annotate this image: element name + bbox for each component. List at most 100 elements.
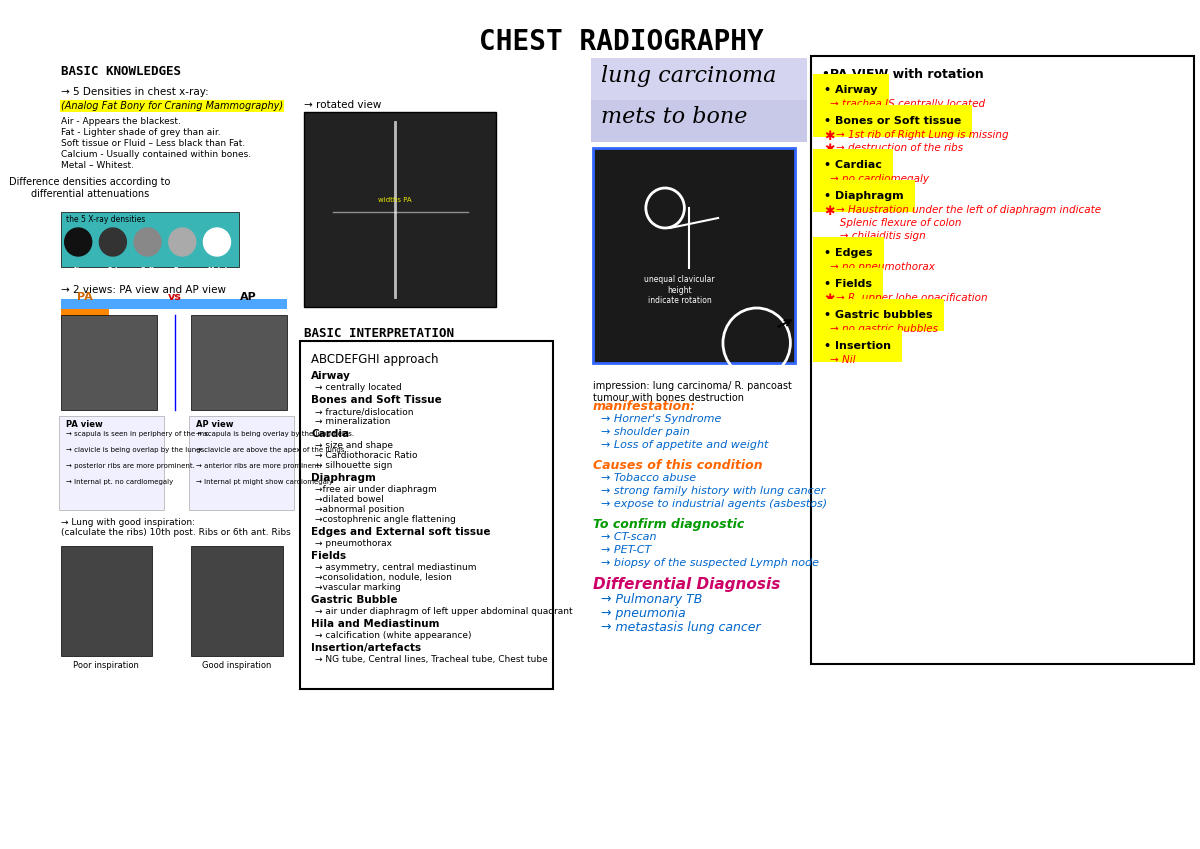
Text: → Horner's Syndrome: → Horner's Syndrome: [600, 414, 721, 424]
Text: → Loss of appetite and weight: → Loss of appetite and weight: [600, 440, 768, 450]
Text: → no gastric bubbles: → no gastric bubbles: [830, 324, 938, 334]
Text: mets to bone: mets to bone: [600, 106, 746, 128]
FancyBboxPatch shape: [191, 546, 282, 656]
Text: To confirm diagnostic: To confirm diagnostic: [593, 518, 744, 531]
Text: →dilated bowel: →dilated bowel: [316, 495, 384, 504]
Text: the 5 X-ray densities: the 5 X-ray densities: [66, 215, 145, 224]
Text: • Bones or Soft tissue: • Bones or Soft tissue: [824, 116, 961, 126]
Text: → asymmetry, central mediastinum: → asymmetry, central mediastinum: [316, 563, 476, 572]
Text: • Insertion: • Insertion: [824, 341, 892, 351]
Text: → Internal pt might show cardiomegaly: → Internal pt might show cardiomegaly: [196, 479, 332, 485]
Text: Gastric Bubble: Gastric Bubble: [312, 595, 398, 605]
Text: ABCDEFGHI approach: ABCDEFGHI approach: [312, 353, 439, 366]
Text: → biopsy of the suspected Lymph node: → biopsy of the suspected Lymph node: [600, 558, 818, 568]
Text: ✱: ✱: [824, 205, 835, 218]
Circle shape: [169, 228, 196, 256]
Text: → rotated view: → rotated view: [304, 100, 382, 110]
Text: Air: Air: [73, 267, 83, 272]
Text: Insertion/artefacts: Insertion/artefacts: [312, 643, 421, 653]
Text: Poor inspiration: Poor inspiration: [73, 661, 139, 670]
Text: Soft tissue or Fluid – Less black than Fat.: Soft tissue or Fluid – Less black than F…: [61, 139, 245, 148]
Text: → Pulmonary TB: → Pulmonary TB: [600, 593, 702, 606]
Text: → Internal pt. no cardiomegaly: → Internal pt. no cardiomegaly: [66, 479, 173, 485]
Text: → fracture/dislocation: → fracture/dislocation: [316, 407, 414, 416]
Text: →abnormal position: →abnormal position: [316, 505, 404, 514]
FancyBboxPatch shape: [304, 112, 497, 307]
Text: Edges and External soft tissue: Edges and External soft tissue: [312, 527, 491, 537]
Text: → mineralization: → mineralization: [316, 417, 391, 426]
Text: → chilaiditis sign: → chilaiditis sign: [830, 231, 925, 241]
Text: Airway: Airway: [312, 371, 352, 381]
Text: CHEST RADIOGRAPHY: CHEST RADIOGRAPHY: [479, 28, 764, 56]
Text: →free air under diaphragm: →free air under diaphragm: [316, 485, 437, 494]
Circle shape: [134, 228, 161, 256]
Text: impression: lung carcinoma/ R. pancoast
tumour with bones destruction: impression: lung carcinoma/ R. pancoast …: [593, 381, 792, 402]
Text: Calcium - Usually contained within bones.: Calcium - Usually contained within bones…: [61, 150, 251, 159]
FancyBboxPatch shape: [61, 309, 109, 321]
Text: Fat: Fat: [107, 267, 119, 272]
Text: • Gastric bubbles: • Gastric bubbles: [824, 310, 932, 320]
Text: → clavicle is being overlap by the lungs.: → clavicle is being overlap by the lungs…: [66, 447, 206, 453]
Text: Metal: Metal: [208, 267, 227, 272]
Text: → pneumonia: → pneumonia: [600, 607, 685, 620]
FancyBboxPatch shape: [190, 416, 294, 510]
Text: →costophrenic angle flattening: →costophrenic angle flattening: [316, 515, 456, 524]
Text: • Edges: • Edges: [824, 248, 872, 258]
Text: → 1st rib of Right Lung is missing: → 1st rib of Right Lung is missing: [835, 130, 1008, 140]
Text: BASIC KNOWLEDGES: BASIC KNOWLEDGES: [61, 65, 181, 78]
Text: → destruction of the ribs: → destruction of the ribs: [835, 143, 962, 153]
Text: Cardia: Cardia: [312, 429, 349, 439]
Text: → size and shape: → size and shape: [316, 441, 394, 450]
Text: → anterior ribs are more prominent.: → anterior ribs are more prominent.: [196, 463, 322, 469]
FancyBboxPatch shape: [593, 148, 796, 363]
Text: → no pneumothorax: → no pneumothorax: [830, 262, 935, 272]
Text: → 5 Densities in chest x-ray:: → 5 Densities in chest x-ray:: [61, 87, 209, 97]
Text: Air - Appears the blackest.: Air - Appears the blackest.: [61, 117, 181, 126]
Text: → 2 views: PA view and AP view: → 2 views: PA view and AP view: [61, 285, 226, 295]
FancyBboxPatch shape: [61, 299, 287, 309]
Text: → Lung with good inspiration:
(calculate the ribs) 10th post. Ribs or 6th ant. R: → Lung with good inspiration: (calculate…: [61, 518, 290, 537]
Text: • Fields: • Fields: [824, 279, 872, 289]
Text: →consolidation, nodule, lesion: →consolidation, nodule, lesion: [316, 573, 452, 582]
Text: ✱: ✱: [824, 143, 835, 156]
Text: → Tobacco abuse: → Tobacco abuse: [600, 473, 696, 483]
Circle shape: [65, 228, 91, 256]
Text: → posterior ribs are more prominent.: → posterior ribs are more prominent.: [66, 463, 194, 469]
Text: → Cardiothoracic Ratio: → Cardiothoracic Ratio: [316, 451, 418, 460]
Text: → scapula is being overlay by the lung fields.: → scapula is being overlay by the lung f…: [196, 431, 354, 437]
Text: •PA VIEW with rotation: •PA VIEW with rotation: [822, 68, 984, 81]
FancyBboxPatch shape: [590, 58, 806, 100]
Text: → metastasis lung cancer: → metastasis lung cancer: [600, 621, 760, 634]
Text: → Haustration under the left of diaphragm indicate: → Haustration under the left of diaphrag…: [835, 205, 1100, 215]
Text: → expose to industrial agents (asbestos): → expose to industrial agents (asbestos): [600, 499, 827, 509]
Text: ✱: ✱: [824, 293, 835, 306]
Text: PA: PA: [77, 292, 92, 302]
Text: Hila and Mediastinum: Hila and Mediastinum: [312, 619, 440, 629]
Text: widths PA: widths PA: [378, 197, 412, 203]
FancyBboxPatch shape: [811, 56, 1194, 664]
Text: Good inspiration: Good inspiration: [202, 661, 271, 670]
Text: → no cardiomegaly: → no cardiomegaly: [830, 174, 929, 184]
Text: • Cardiac: • Cardiac: [824, 160, 882, 170]
Text: Splenic flexure of colon: Splenic flexure of colon: [830, 218, 961, 228]
Text: Bones and Soft Tissue: Bones and Soft Tissue: [312, 395, 442, 405]
Text: → shoulder pain: → shoulder pain: [600, 427, 689, 437]
Text: • Diaphragm: • Diaphragm: [824, 191, 904, 201]
Text: → pneumothorax: → pneumothorax: [316, 539, 392, 548]
Text: Difference densities according to
differential attenuations: Difference densities according to differ…: [10, 177, 170, 199]
Text: Causes of this condition: Causes of this condition: [593, 459, 762, 472]
Text: → PET-CT: → PET-CT: [600, 545, 650, 555]
Text: Metal – Whitest.: Metal – Whitest.: [61, 161, 134, 170]
Text: AP view: AP view: [196, 420, 233, 429]
Text: unequal clavicular
height
indicate rotation: unequal clavicular height indicate rotat…: [644, 275, 715, 305]
Text: ✱: ✱: [824, 130, 835, 143]
FancyBboxPatch shape: [59, 416, 164, 510]
Text: → air under diaphragm of left upper abdominal quadrant: → air under diaphragm of left upper abdo…: [316, 607, 572, 616]
Text: → scapula is seen in periphery of the mx.: → scapula is seen in periphery of the mx…: [66, 431, 210, 437]
Text: → strong family history with lung cancer: → strong family history with lung cancer: [600, 486, 824, 496]
Text: • Airway: • Airway: [824, 85, 877, 95]
Text: AP: AP: [240, 292, 257, 302]
Text: Soft
Tissue: Soft Tissue: [137, 267, 158, 278]
Text: → calcification (white appearance): → calcification (white appearance): [316, 631, 472, 640]
Text: Diaphragm: Diaphragm: [312, 473, 377, 483]
